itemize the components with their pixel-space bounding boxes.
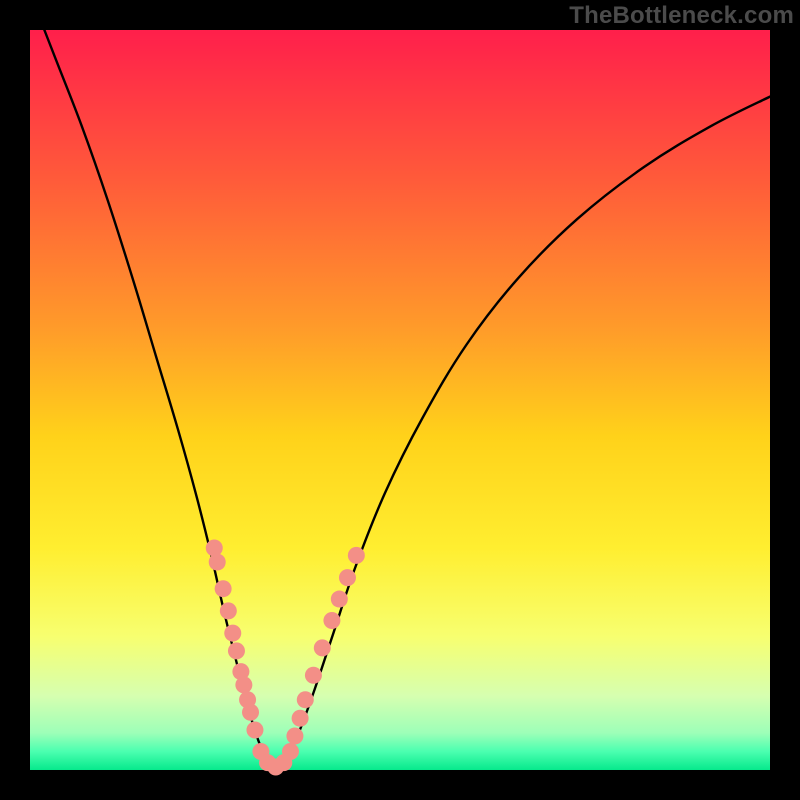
data-dot (224, 625, 241, 642)
data-dot (228, 642, 245, 659)
chart-background-gradient (30, 30, 770, 770)
data-dot (220, 602, 237, 619)
data-dot (292, 710, 309, 727)
data-dot (215, 580, 232, 597)
data-dot (282, 743, 299, 760)
data-dot (297, 691, 314, 708)
data-dot (323, 612, 340, 629)
data-dot (305, 667, 322, 684)
data-dot (206, 540, 223, 557)
data-dot (286, 727, 303, 744)
data-dot (339, 569, 356, 586)
bottleneck-curve-chart (0, 0, 800, 800)
data-dot (348, 547, 365, 564)
data-dot (235, 676, 252, 693)
data-dot (314, 639, 331, 656)
chart-container: TheBottleneck.com (0, 0, 800, 800)
data-dot (209, 554, 226, 571)
data-dot (246, 722, 263, 739)
data-dot (331, 591, 348, 608)
data-dot (242, 704, 259, 721)
